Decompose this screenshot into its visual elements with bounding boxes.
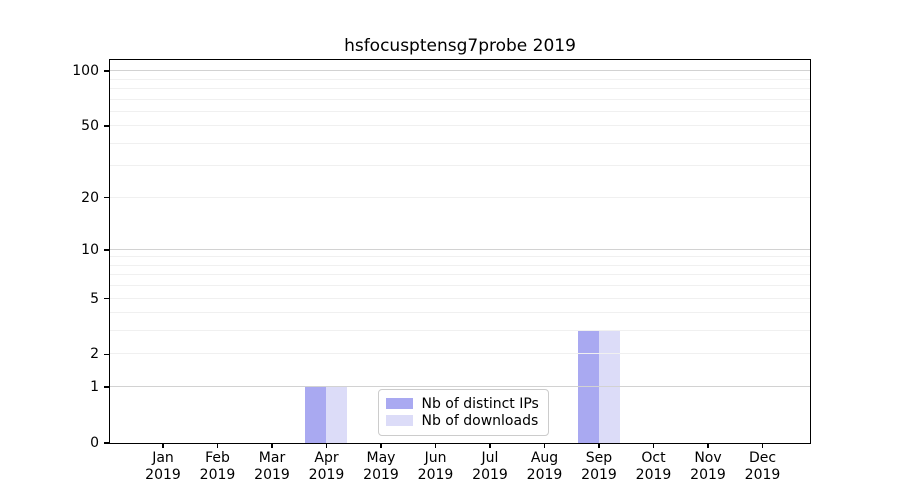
gridline-6 bbox=[109, 285, 810, 287]
gridline-5 bbox=[109, 297, 810, 299]
x-tick-label-apr: Apr 2019 bbox=[308, 450, 345, 483]
x-tick-jan bbox=[162, 443, 164, 448]
y-tick-2 bbox=[104, 353, 109, 356]
gridline-8 bbox=[109, 264, 810, 266]
x-tick-mar bbox=[271, 443, 273, 448]
y-tick-label-50: 50 bbox=[81, 118, 99, 135]
x-tick-label-nov: Nov 2019 bbox=[690, 450, 726, 483]
gridline-50 bbox=[109, 125, 810, 127]
y-tick-label-1: 1 bbox=[90, 379, 99, 396]
gridline-20 bbox=[109, 196, 810, 198]
gridline-90 bbox=[109, 78, 810, 80]
x-tick-apr bbox=[325, 443, 328, 448]
x-tick-feb bbox=[216, 443, 219, 448]
y-tick-50 bbox=[104, 125, 109, 127]
x-tick-label-sep: Sep 2019 bbox=[581, 450, 617, 483]
gridline-3 bbox=[109, 330, 810, 332]
gridline-70 bbox=[109, 98, 810, 100]
gridline-60 bbox=[109, 110, 810, 112]
x-tick-label-aug: Aug 2019 bbox=[526, 450, 563, 483]
x-tick-label-dec: Dec 2019 bbox=[744, 450, 781, 483]
x-tick-sep bbox=[598, 443, 600, 448]
gridline-40 bbox=[109, 142, 810, 144]
x-tick-may bbox=[380, 443, 382, 448]
y-tick-label-10: 10 bbox=[81, 241, 99, 258]
legend-swatch-downloads bbox=[385, 415, 413, 426]
gridline-1 bbox=[109, 386, 810, 388]
x-tick-aug bbox=[543, 443, 546, 448]
gridline-4 bbox=[109, 312, 810, 314]
legend-swatch-distinct-ips bbox=[385, 398, 413, 409]
y-tick-0 bbox=[104, 442, 109, 444]
y-tick-100 bbox=[104, 70, 109, 72]
x-tick-label-may: May 2019 bbox=[363, 450, 399, 483]
chart-title: hsfocusptensg7probe 2019 bbox=[344, 36, 576, 56]
x-tick-label-feb: Feb 2019 bbox=[199, 450, 236, 483]
gridline-10 bbox=[109, 248, 810, 250]
y-tick-label-2: 2 bbox=[90, 346, 99, 363]
gridline-80 bbox=[109, 87, 810, 89]
legend-item-distinct-ips: Nb of distinct IPs bbox=[385, 395, 539, 412]
y-tick-label-20: 20 bbox=[81, 189, 99, 206]
plot-area: Nb of distinct IPs Nb of downloads bbox=[108, 58, 811, 444]
y-tick-1 bbox=[104, 386, 109, 388]
gridline-7 bbox=[109, 274, 810, 276]
bar-apr-downloads bbox=[326, 386, 347, 443]
gridline-9 bbox=[109, 256, 810, 258]
x-tick-label-oct: Oct 2019 bbox=[635, 450, 672, 483]
x-tick-oct bbox=[652, 443, 655, 448]
legend-item-downloads: Nb of downloads bbox=[385, 412, 539, 429]
x-tick-label-jun: Jun 2019 bbox=[417, 450, 454, 483]
x-tick-dec bbox=[761, 443, 764, 448]
gridline-30 bbox=[109, 165, 810, 167]
bar-apr-distinct-ips bbox=[305, 386, 326, 443]
gridline-100 bbox=[109, 70, 810, 72]
legend-label-distinct-ips: Nb of distinct IPs bbox=[421, 395, 539, 412]
y-tick-label-5: 5 bbox=[90, 290, 99, 307]
x-tick-jun bbox=[434, 443, 437, 448]
x-tick-label-jul: Jul 2019 bbox=[472, 450, 508, 483]
x-tick-label-mar: Mar 2019 bbox=[254, 450, 290, 483]
y-tick-5 bbox=[104, 297, 109, 300]
gridline-2 bbox=[109, 353, 810, 355]
x-tick-label-jan: Jan 2019 bbox=[145, 450, 181, 483]
y-tick-label-0: 0 bbox=[90, 435, 99, 451]
y-tick-10 bbox=[104, 249, 109, 251]
x-tick-jul bbox=[489, 443, 491, 448]
y-tick-20 bbox=[104, 196, 109, 199]
legend: Nb of distinct IPs Nb of downloads bbox=[377, 388, 549, 436]
legend-label-downloads: Nb of downloads bbox=[421, 412, 539, 429]
x-tick-nov bbox=[707, 443, 709, 448]
y-tick-label-100: 100 bbox=[72, 63, 99, 80]
